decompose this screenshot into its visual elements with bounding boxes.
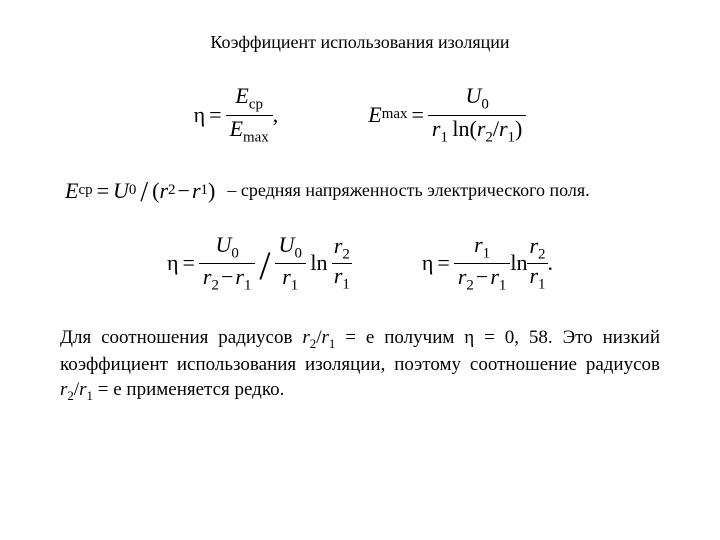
formula-eta: η = Eср Emax ,	[194, 83, 279, 147]
body-paragraph: Для соотношения радиусов r2/r1 = e получ…	[60, 325, 660, 404]
formula-emax: Emax = U0 r1 ln(r2/r1)	[368, 83, 526, 147]
ecp-note: – средняя напряженность электрического п…	[227, 180, 589, 201]
page-title: Коэффициент использования изоляции	[60, 32, 660, 53]
formula-row-1: η = Eср Emax , Emax = U0 r1 ln(r2/r1)	[60, 83, 660, 147]
formula-row-2: Eср = U0/(r2−r1) – средняя напряженность…	[65, 175, 660, 207]
formula-eta-final: η = r1 r2−r1 ln r2 r1 .	[422, 232, 553, 296]
formula-row-3: η = U0 r2−r1 / U0 r1 ln r2 r1 η = r1 r2−…	[60, 232, 660, 296]
formula-eta-long: η = U0 r2−r1 / U0 r1 ln r2 r1	[167, 232, 352, 296]
formula-ecp: Eср = U0/(r2−r1)	[65, 175, 215, 207]
